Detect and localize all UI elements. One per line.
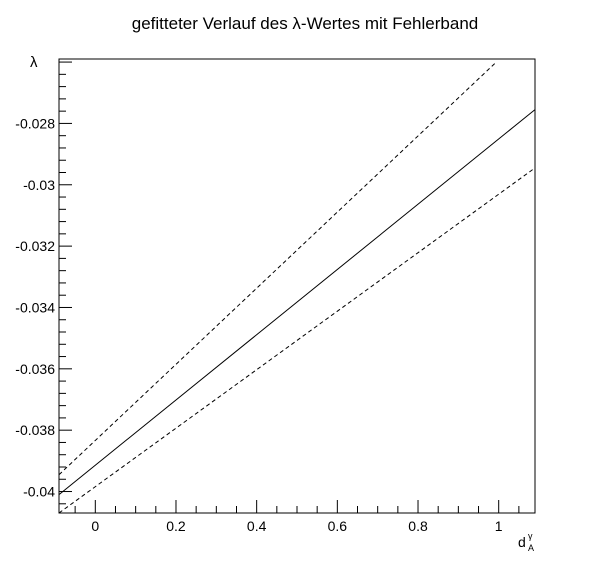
x-axis-label-superscript: γ: [528, 531, 533, 541]
y-axis-label: λ: [30, 54, 38, 71]
y-tick-label: -0.034: [15, 299, 55, 315]
x-axis: 0 0.2 0.4 0.6 0.8 1: [74, 500, 520, 534]
x-tick-label: 0: [91, 518, 99, 534]
x-axis-label-subscript: A: [528, 543, 534, 553]
y-tick-label: -0.028: [15, 115, 55, 131]
series-line-fit: [58, 109, 536, 495]
x-tick-label: 0.6: [328, 518, 348, 534]
plot-frame: [58, 58, 536, 514]
y-tick-label: -0.03: [23, 177, 55, 193]
y-axis: -0.028 -0.03 -0.032 -0.034 -0.036 -0.038 -0.04: [15, 61, 72, 505]
series-line-band-2: [58, 167, 536, 514]
chart-title: gefitteter Verlauf des λ-Wertes mit Fehl…: [132, 14, 478, 33]
x-tick-label: 0.8: [408, 518, 428, 534]
y-tick-label: -0.04: [23, 484, 55, 500]
x-axis-label-base: d: [518, 534, 526, 550]
y-tick-label: -0.038: [15, 422, 55, 438]
y-tick-label: -0.032: [15, 238, 55, 254]
series-layer: [58, 63, 536, 514]
y-tick-label: -0.036: [15, 361, 55, 377]
x-axis-label: d γ A: [518, 531, 534, 553]
series-line-band-1: [58, 63, 496, 476]
x-tick-label: 1: [495, 518, 503, 534]
x-tick-label: 0.4: [247, 518, 267, 534]
x-tick-label: 0.2: [166, 518, 186, 534]
